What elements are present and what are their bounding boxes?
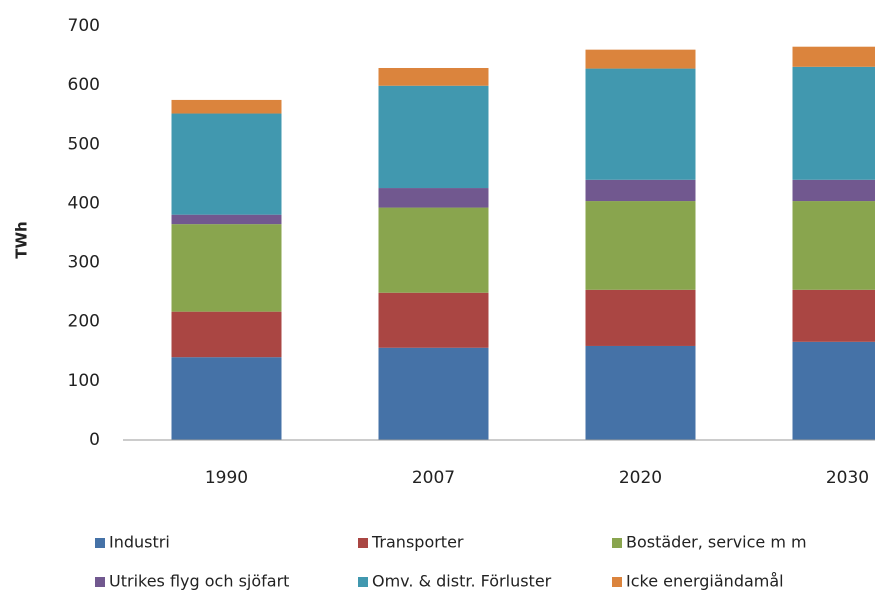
bar-segment	[792, 46, 875, 67]
legend-marker	[358, 538, 368, 548]
bar-segment	[171, 311, 282, 358]
bar-segment	[378, 67, 489, 86]
bar-segment	[378, 292, 489, 348]
bar-segment	[378, 347, 489, 440]
bar-segment	[792, 66, 875, 180]
legend-label: Utrikes flyg och sjöfart	[109, 572, 289, 591]
bar-segment	[171, 214, 282, 225]
bar-segment	[378, 207, 489, 293]
y-axis-label: TWh	[13, 221, 31, 258]
bar-segment	[171, 224, 282, 312]
y-tick-label: 600	[68, 75, 100, 95]
legend-label: Omv. & distr. Förluster	[372, 572, 552, 591]
legend-marker	[612, 577, 622, 587]
legend-marker	[95, 538, 105, 548]
y-tick-label: 100	[68, 371, 100, 391]
bar-segment	[585, 68, 696, 180]
legend-label: Bostäder, service m m	[626, 533, 807, 552]
bar-segment	[585, 49, 696, 69]
y-tick-label: 400	[68, 193, 100, 213]
legend-marker	[612, 538, 622, 548]
bar-segment	[585, 345, 696, 440]
legend-marker	[358, 577, 368, 587]
bar-segment	[585, 201, 696, 290]
y-tick-label: 200	[68, 312, 100, 332]
y-tick-label: 300	[68, 253, 100, 273]
bar-segment	[792, 201, 875, 290]
bar-segment	[585, 289, 696, 346]
bar-segment	[171, 357, 282, 440]
y-tick-label: 500	[68, 134, 100, 154]
legend-marker	[95, 577, 105, 587]
bar-segment	[378, 188, 489, 208]
bar-segment	[585, 179, 696, 202]
bar-segment	[792, 341, 875, 440]
x-tick-label: 1990	[205, 468, 248, 488]
legend-label: Transporter	[371, 533, 464, 552]
x-tick-label: 2030	[826, 468, 869, 488]
x-tick-label: 2020	[619, 468, 662, 488]
legend-label: Icke energiändamål	[626, 572, 784, 591]
y-tick-label: 700	[68, 16, 100, 36]
y-tick-label: 0	[89, 430, 100, 450]
bar-segment	[792, 179, 875, 202]
x-tick-label: 2007	[412, 468, 455, 488]
bar-segment	[171, 99, 282, 114]
legend-label: Industri	[109, 533, 170, 552]
bar-segment	[378, 85, 489, 189]
bar-segment	[792, 289, 875, 342]
bar-segment	[171, 113, 282, 215]
